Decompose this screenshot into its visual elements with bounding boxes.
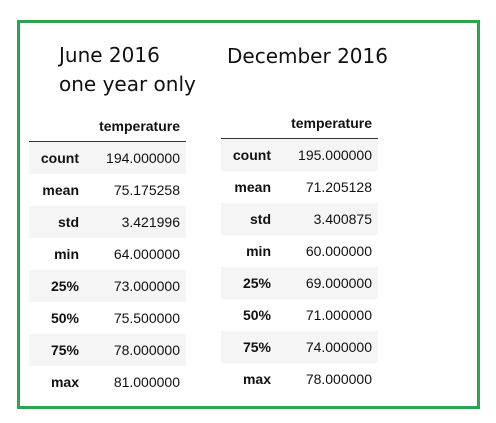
row-label: min	[54, 245, 79, 262]
table-row: 50% 71.000000	[221, 298, 378, 331]
table-row: std 3.400875	[221, 202, 378, 235]
table-row: 25% 73.000000	[29, 269, 186, 302]
table-row: count 195.000000	[221, 138, 378, 171]
row-label: mean	[42, 181, 79, 198]
row-value: 75.175258	[113, 181, 180, 198]
table-row: 75% 78.000000	[29, 333, 186, 366]
row-label: count	[40, 149, 79, 166]
row-label: std	[250, 210, 271, 227]
row-value: 195.000000	[298, 146, 372, 163]
row-value: 78.000000	[305, 370, 372, 387]
june-title: June 2016	[59, 43, 160, 67]
row-label: 75%	[242, 338, 271, 355]
table-row: 25% 69.000000	[221, 266, 378, 299]
row-value: 60.000000	[305, 242, 372, 259]
table-row: mean 71.205128	[221, 170, 378, 203]
table-row: min 60.000000	[221, 234, 378, 267]
row-label: 25%	[242, 274, 271, 291]
row-value: 194.000000	[106, 149, 180, 166]
row-label: 50%	[242, 306, 271, 323]
stats-frame: June 2016 one year only temperature coun…	[17, 20, 480, 409]
table-row: 50% 75.500000	[29, 301, 186, 334]
row-value: 71.000000	[305, 306, 372, 323]
table-row: count 194.000000	[29, 141, 186, 174]
row-label: 25%	[50, 277, 79, 294]
row-label: 50%	[50, 309, 79, 326]
row-value: 73.000000	[113, 277, 180, 294]
row-value: 3.400875	[313, 210, 372, 227]
table-row: 75% 74.000000	[221, 330, 378, 363]
table-row: mean 75.175258	[29, 173, 186, 206]
table-row: max 78.000000	[221, 362, 378, 395]
column-header-temperature: temperature	[279, 109, 378, 139]
row-value: 74.000000	[305, 338, 372, 355]
table-row: max 81.000000	[29, 365, 186, 398]
row-label: std	[58, 213, 79, 230]
row-label: count	[232, 146, 271, 163]
june-stats-table: temperature count 194.000000 mean 75.17525…	[29, 112, 186, 398]
row-value: 3.421996	[121, 213, 180, 230]
row-label: mean	[234, 178, 271, 195]
december-title: December 2016	[227, 44, 388, 68]
row-value: 78.000000	[113, 341, 180, 358]
column-header-temperature: temperature	[87, 112, 186, 142]
row-label: min	[246, 242, 271, 259]
table-corner-cell	[29, 112, 87, 142]
row-value: 81.000000	[113, 373, 180, 390]
december-stats-table: temperature count 195.000000 mean 71.20512…	[221, 109, 378, 395]
row-value: 64.000000	[113, 245, 180, 262]
table-header-row: temperature	[29, 112, 186, 142]
june-subtitle: one year only	[59, 72, 196, 96]
row-value: 69.000000	[305, 274, 372, 291]
table-corner-cell	[221, 109, 279, 139]
row-value: 71.205128	[305, 178, 372, 195]
row-label: 75%	[50, 341, 79, 358]
row-label: max	[242, 370, 271, 387]
table-row: min 64.000000	[29, 237, 186, 270]
table-row: std 3.421996	[29, 205, 186, 238]
row-label: max	[50, 373, 79, 390]
table-header-row: temperature	[221, 109, 378, 139]
row-value: 75.500000	[113, 309, 180, 326]
